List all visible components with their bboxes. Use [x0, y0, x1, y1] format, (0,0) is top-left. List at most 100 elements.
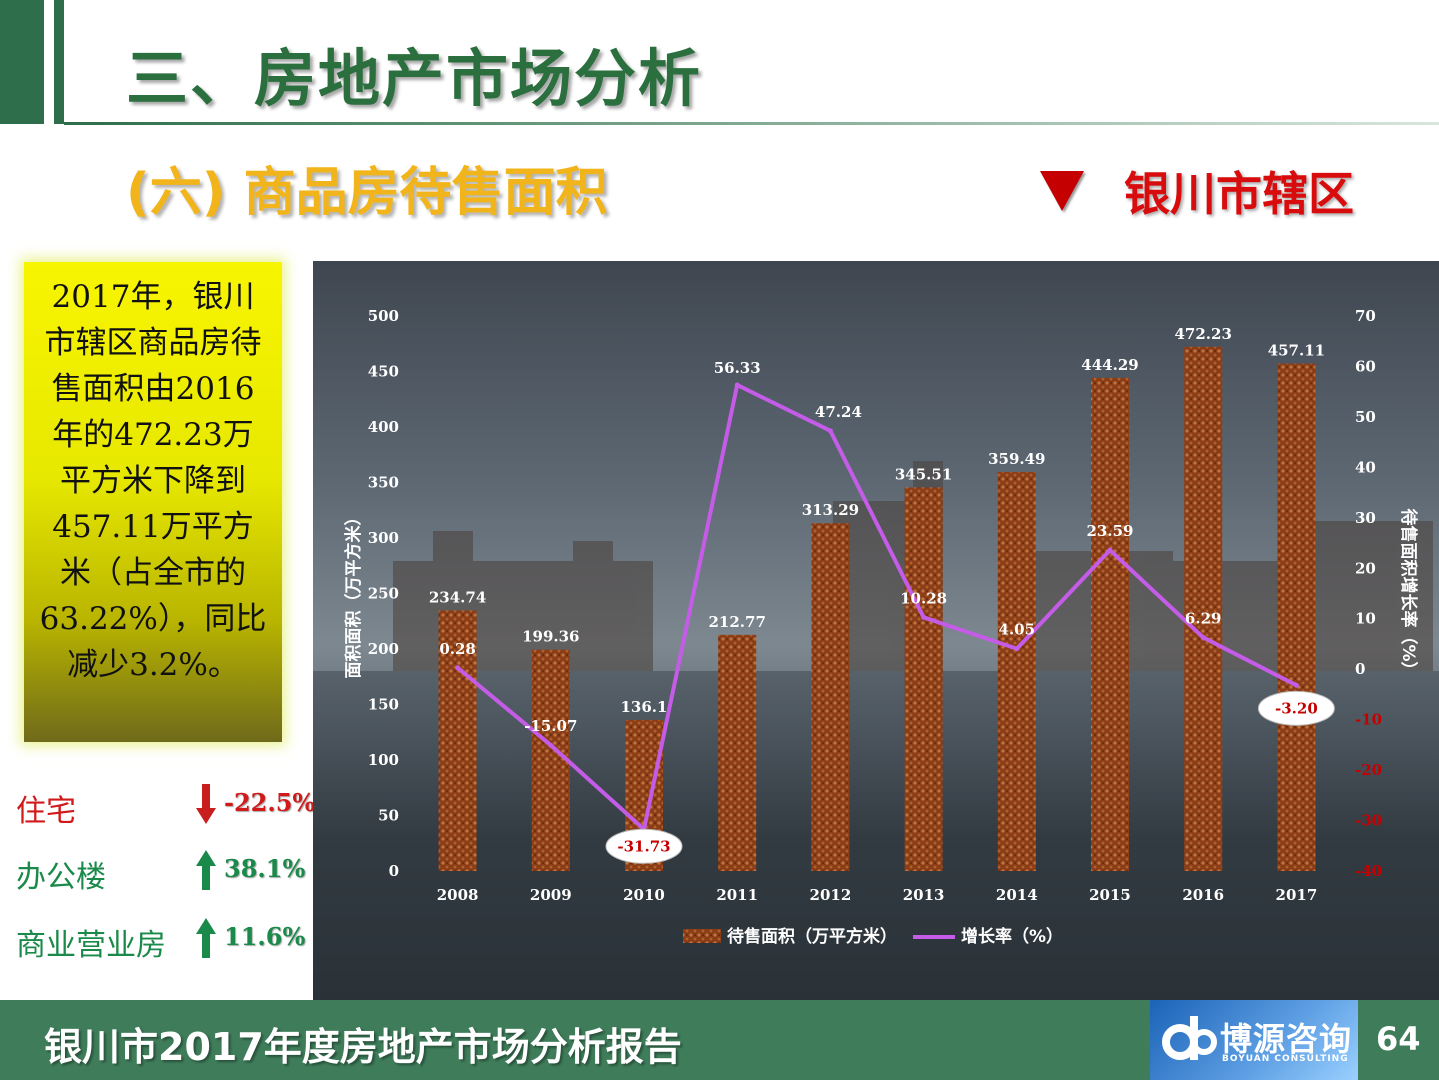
- stat-row-office: 办公楼 38.1%: [16, 846, 316, 896]
- stat-name: 住宅: [16, 794, 76, 829]
- growth-rate-line: [456, 382, 1298, 832]
- bar-value-label: 136.1: [621, 698, 668, 716]
- growth-value-label: -31.73: [617, 837, 670, 855]
- growth-value-label: 4.05: [999, 621, 1036, 639]
- x-tick-label: 2014: [996, 886, 1038, 904]
- stat-name: 办公楼: [16, 860, 106, 895]
- growth-point-2008: [455, 665, 461, 671]
- title-accent-block: [0, 0, 44, 124]
- bar-value-label: 234.74: [429, 588, 486, 606]
- logo-text: 博源咨询: [1220, 1020, 1353, 1058]
- bar-value-label: 359.49: [988, 450, 1045, 468]
- x-tick-label: 2012: [810, 886, 852, 904]
- y2-tick-label: -10: [1355, 711, 1382, 729]
- growth-value-label: 6.29: [1185, 609, 1222, 627]
- legend-bar-swatch: [683, 929, 721, 943]
- growth-value-label: 10.28: [900, 589, 947, 607]
- y-tick-label: 150: [368, 696, 399, 714]
- y2-tick-label: 0: [1355, 660, 1365, 678]
- growth-point-2013: [921, 614, 927, 620]
- bar-value-label: 472.23: [1174, 325, 1231, 343]
- x-tick-label: 2008: [437, 886, 479, 904]
- stat-name: 商业营业房: [16, 928, 166, 963]
- y2-tick-label: 30: [1355, 509, 1376, 527]
- report-title: 银川市2017年度房地产市场分析报告: [44, 1025, 682, 1069]
- x-tick-label: 2011: [716, 886, 758, 904]
- chart-container: 0 50 100 150 200 250 300 350 400 450 500 -40 -30 -20-…: [313, 261, 1439, 1000]
- y2-tick-label: 60: [1355, 357, 1376, 375]
- summary-box: 2017年，银川市辖区商品房待售面积由2016年的472.23万平方米下降到45…: [24, 262, 282, 742]
- x-tick-label: 2010: [623, 886, 665, 904]
- y-tick-label: 200: [368, 640, 399, 658]
- growth-value-label: -3.20: [1275, 699, 1318, 717]
- y2-tick-label: 70: [1355, 307, 1376, 325]
- growth-point-2016: [1200, 634, 1206, 640]
- growth-point-2015: [1107, 547, 1113, 553]
- bar-2009: [531, 649, 570, 871]
- y2-axis-title: 待售面积增长率（%）: [1398, 508, 1419, 678]
- growth-value-label: 23.59: [1087, 522, 1134, 540]
- growth-value-label: -15.07: [524, 717, 577, 735]
- y2-tick-label: -40: [1355, 862, 1382, 880]
- bar-2016: [1184, 346, 1223, 871]
- bar-2012: [811, 523, 850, 871]
- growth-value-label: 47.24: [815, 403, 862, 421]
- company-logo: 博源咨询 BOYUAN CONSULTING: [1150, 1000, 1358, 1080]
- growth-point-2009: [548, 742, 554, 748]
- bar-value-label: 444.29: [1081, 356, 1138, 374]
- x-tick-label: 2009: [530, 886, 572, 904]
- growth-value-label: 56.33: [714, 359, 761, 377]
- growth-label-badge: [605, 828, 683, 864]
- growth-value-label: 0.28: [439, 640, 476, 658]
- bar-2014: [997, 471, 1036, 871]
- legend-line-label: 增长率（%）: [961, 926, 1063, 947]
- stat-value: 11.6%: [224, 922, 306, 951]
- arrow-down-icon: [196, 784, 216, 824]
- x-tick-label: 2015: [1089, 886, 1131, 904]
- y-tick-label: 0: [389, 862, 399, 880]
- y-axis-title: 面积面积（万平方米）: [343, 509, 364, 679]
- bar-2013: [904, 487, 943, 871]
- y2-tick-label: -20: [1355, 761, 1382, 779]
- x-tick-label: 2017: [1276, 886, 1318, 904]
- region-heading: 银川市辖区: [1040, 158, 1354, 224]
- stat-value: -22.5%: [224, 788, 316, 817]
- y2-tick-label: 10: [1355, 610, 1376, 628]
- y-tick-label: 450: [368, 363, 399, 381]
- stat-row-residential: 住宅 -22.5%: [16, 780, 316, 830]
- y-tick-label: 350: [368, 474, 399, 492]
- y-tick-label: 400: [368, 418, 399, 436]
- y2-tick-label: -30: [1355, 812, 1382, 830]
- logo-english: BOYUAN CONSULTING: [1222, 1054, 1349, 1064]
- bar-2015: [1091, 377, 1129, 871]
- y2-tick-label: 20: [1355, 559, 1376, 577]
- bar-value-label: 457.11: [1268, 342, 1325, 360]
- page-number: 64: [1376, 1020, 1421, 1058]
- growth-label-badge: [1257, 690, 1335, 726]
- section-subtitle: (六) 商品房待售面积: [126, 163, 608, 223]
- y-tick-label: 500: [368, 307, 399, 325]
- growth-point-2017: [1293, 682, 1299, 688]
- growth-point-2011: [734, 382, 740, 388]
- arrow-up-icon: [196, 850, 216, 890]
- triangle-down-icon: [1040, 171, 1084, 211]
- growth-point-2014: [1014, 646, 1020, 652]
- region-label: 银川市辖区: [1124, 167, 1354, 221]
- stat-value: 38.1%: [224, 854, 306, 883]
- page-title: 三、房地产市场分析: [126, 42, 703, 115]
- arrow-up-icon: [196, 918, 216, 958]
- y-tick-label: 250: [368, 585, 399, 603]
- logo-mark-icon: [1162, 1016, 1217, 1060]
- stat-row-commercial: 商业营业房 11.6%: [16, 914, 316, 964]
- bar-value-label: 212.77: [708, 613, 765, 631]
- footer-bar: 银川市2017年度房地产市场分析报告 博源咨询 BOYUAN CONSULTIN…: [0, 1000, 1439, 1080]
- y-tick-label: 100: [368, 751, 399, 769]
- y2-tick-label: 50: [1355, 408, 1376, 426]
- bar-value-label: 345.51: [895, 465, 952, 483]
- bar-value-label: 313.29: [802, 501, 859, 519]
- x-tick-label: 2013: [903, 886, 945, 904]
- bar-2011: [718, 634, 757, 871]
- bar-2008: [438, 610, 477, 871]
- title-underline: [64, 122, 1439, 125]
- legend-bar-label: 待售面积（万平方米）: [727, 926, 897, 947]
